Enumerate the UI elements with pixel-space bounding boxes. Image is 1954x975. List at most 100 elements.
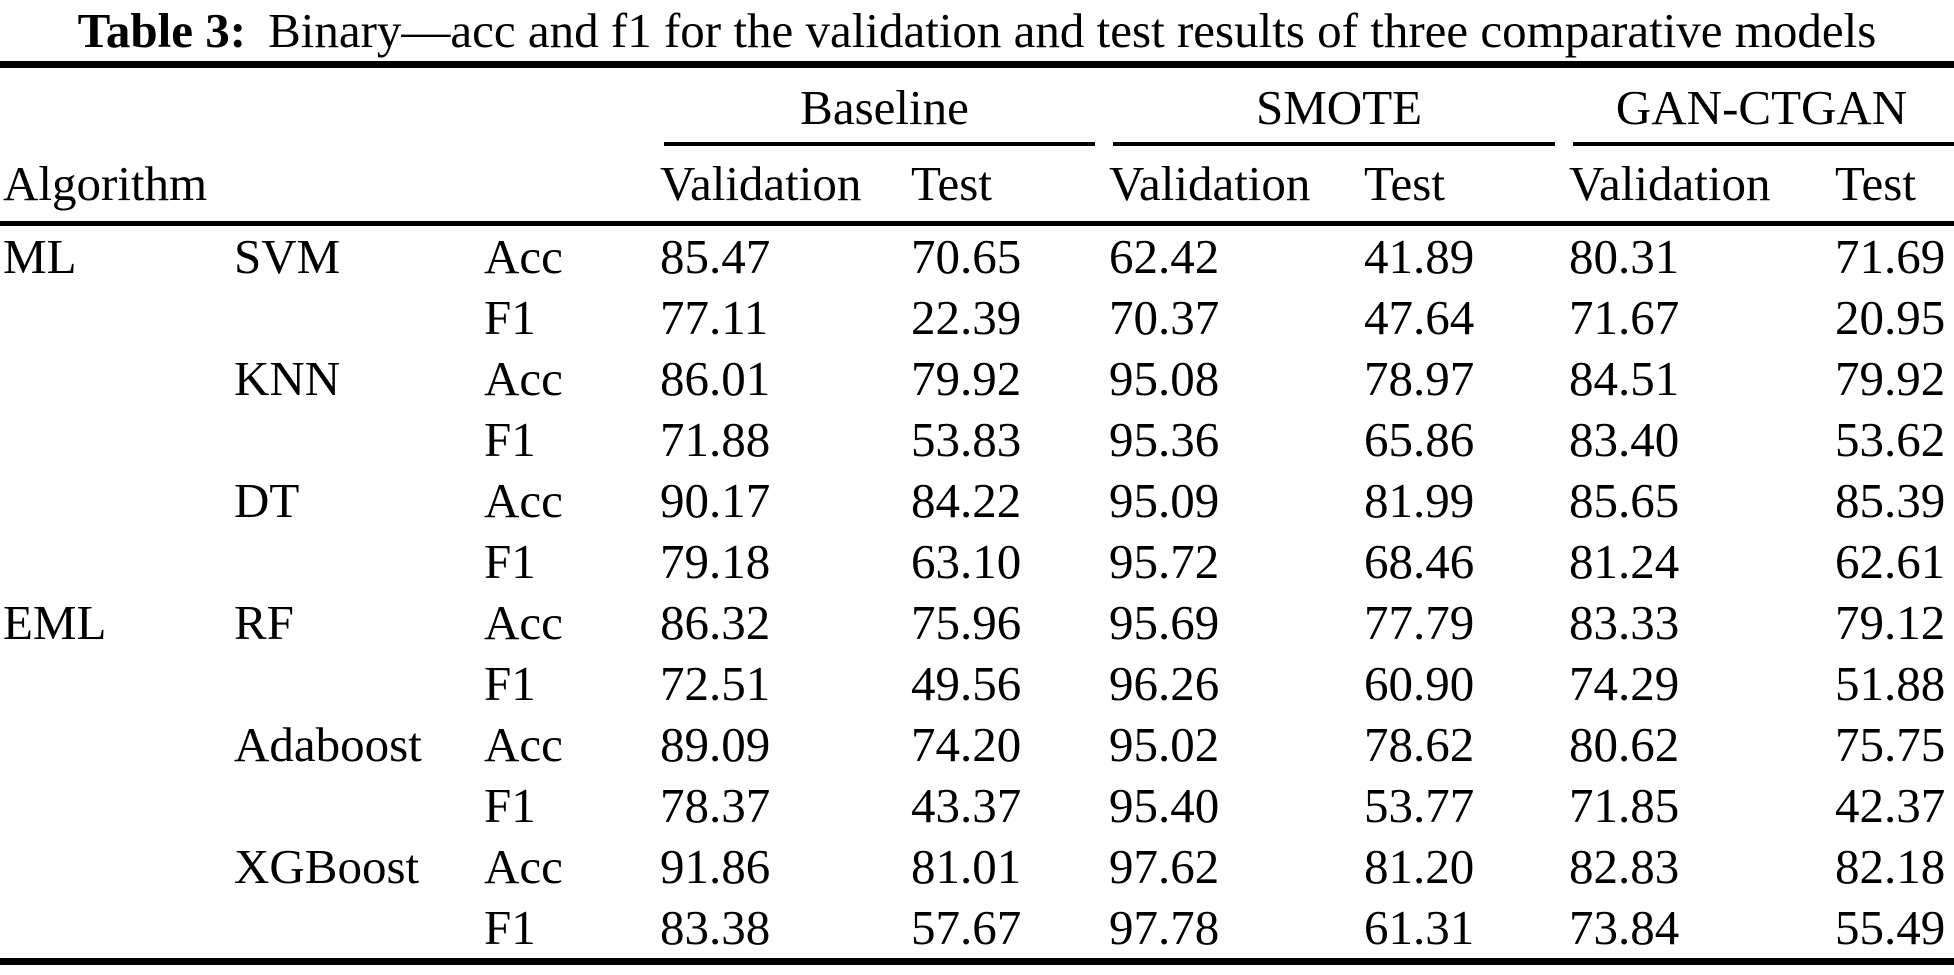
value-cell: 86.01 [660,351,771,406]
value-cell: 22.39 [911,290,1022,345]
value-cell: 95.69 [1109,595,1220,650]
value-cell: 62.42 [1109,229,1220,284]
value-cell: 90.17 [660,473,771,528]
metric-cell: Acc [484,839,563,894]
algorithm-cell: DT [234,473,300,528]
value-cell: 43.37 [911,778,1022,833]
category-cell [0,287,234,348]
value-cell: 85.39 [1835,473,1946,528]
metric-cell: F1 [484,778,536,833]
value-cell: 41.89 [1364,229,1475,284]
table-number: Table 3: [77,3,247,58]
value-cell: 85.65 [1569,473,1680,528]
value-cell: 61.31 [1364,900,1475,955]
metric-cell: F1 [484,534,536,589]
algorithm-cell [234,775,484,836]
value-cell: 70.37 [1109,290,1220,345]
value-cell: 86.32 [660,595,771,650]
value-cell: 96.26 [1109,656,1220,711]
metric-cell: Acc [484,473,563,528]
group-underline [1573,142,1954,146]
category-cell [0,409,234,470]
value-cell: 97.62 [1109,839,1220,894]
table-row: F1 71.88 53.83 95.36 65.86 83.40 53.62 [0,409,1954,470]
algorithm-cell [234,409,484,470]
value-cell: 81.01 [911,839,1022,894]
metric-cell: Acc [484,351,563,406]
value-cell: 95.09 [1109,473,1220,528]
value-cell: 20.95 [1835,290,1946,345]
value-cell: 80.31 [1569,229,1680,284]
group-header-row: Baseline SMOTE GAN-CTGAN [0,65,1954,147]
table-row: F1 77.11 22.39 70.37 47.64 71.67 20.95 [0,287,1954,348]
value-cell: 75.75 [1835,717,1946,772]
metric-cell: Acc [484,717,563,772]
value-cell: 89.09 [660,717,771,772]
metric-cell: F1 [484,656,536,711]
algorithm-cell: XGBoost [234,839,420,894]
value-cell: 85.47 [660,229,771,284]
col-group-smote: SMOTE [1109,65,1569,146]
value-cell: 83.38 [660,900,771,955]
value-cell: 81.20 [1364,839,1475,894]
value-cell: 57.67 [911,900,1022,955]
value-cell: 71.67 [1569,290,1680,345]
table-row: DT Acc 90.17 84.22 95.09 81.99 85.65 85.… [0,470,1954,531]
value-cell: 60.90 [1364,656,1475,711]
table-row: F1 78.37 43.37 95.40 53.77 71.85 42.37 [0,775,1954,836]
value-cell: 82.18 [1835,839,1946,894]
value-cell: 74.29 [1569,656,1680,711]
value-cell: 62.61 [1835,534,1946,589]
value-cell: 97.78 [1109,900,1220,955]
value-cell: 74.20 [911,717,1022,772]
value-cell: 55.49 [1835,900,1946,955]
value-cell: 71.85 [1569,778,1680,833]
algorithm-header: Algorithm [0,146,660,226]
metric-cell: F1 [484,900,536,955]
algorithm-cell: Adaboost [234,717,422,772]
group-header-spacer [0,65,660,147]
value-cell: 78.62 [1364,717,1475,772]
value-cell: 83.33 [1569,595,1680,650]
category-cell [0,531,234,592]
metric-cell: Acc [484,229,563,284]
value-cell: 95.72 [1109,534,1220,589]
value-cell: 53.77 [1364,778,1475,833]
group-label: GAN-CTGAN [1615,79,1908,135]
metric-cell: F1 [484,290,536,345]
category-cell: EML [3,595,107,650]
value-cell: 53.62 [1835,412,1946,467]
subcol-header-baseline-test: Test [911,146,1110,226]
value-cell: 68.46 [1364,534,1475,589]
table-row: F1 72.51 49.56 96.26 60.90 74.29 51.88 [0,653,1954,714]
table-row: Adaboost Acc 89.09 74.20 95.02 78.62 80.… [0,714,1954,775]
group-underline [1113,142,1556,146]
category-cell [0,470,234,531]
value-cell: 75.96 [911,595,1022,650]
algorithm-cell: RF [234,595,294,650]
value-cell: 82.83 [1569,839,1680,894]
category-cell: ML [3,229,77,284]
subcol-header-gan-test: Test [1835,146,1954,226]
value-cell: 79.18 [660,534,771,589]
value-cell: 91.86 [660,839,771,894]
col-group-gan-ctgan: GAN-CTGAN [1569,65,1954,146]
group-underline [664,142,1096,146]
metric-cell: Acc [484,595,563,650]
category-cell [0,836,234,897]
table-row: XGBoost Acc 91.86 81.01 97.62 81.20 82.8… [0,836,1954,897]
value-cell: 73.84 [1569,900,1680,955]
value-cell: 95.08 [1109,351,1220,406]
value-cell: 78.37 [660,778,771,833]
table-row: KNN Acc 86.01 79.92 95.08 78.97 84.51 79… [0,348,1954,409]
value-cell: 84.22 [911,473,1022,528]
value-cell: 81.24 [1569,534,1680,589]
value-cell: 83.40 [1569,412,1680,467]
table-body: ML SVM Acc 85.47 70.65 62.42 41.89 80.31… [0,224,1954,962]
subcol-header-baseline-validation: Validation [660,146,911,226]
value-cell: 77.11 [660,290,769,345]
subcol-header-smote-test: Test [1364,146,1570,226]
value-cell: 53.83 [911,412,1022,467]
table-row: ML SVM Acc 85.47 70.65 62.42 41.89 80.31… [0,224,1954,288]
